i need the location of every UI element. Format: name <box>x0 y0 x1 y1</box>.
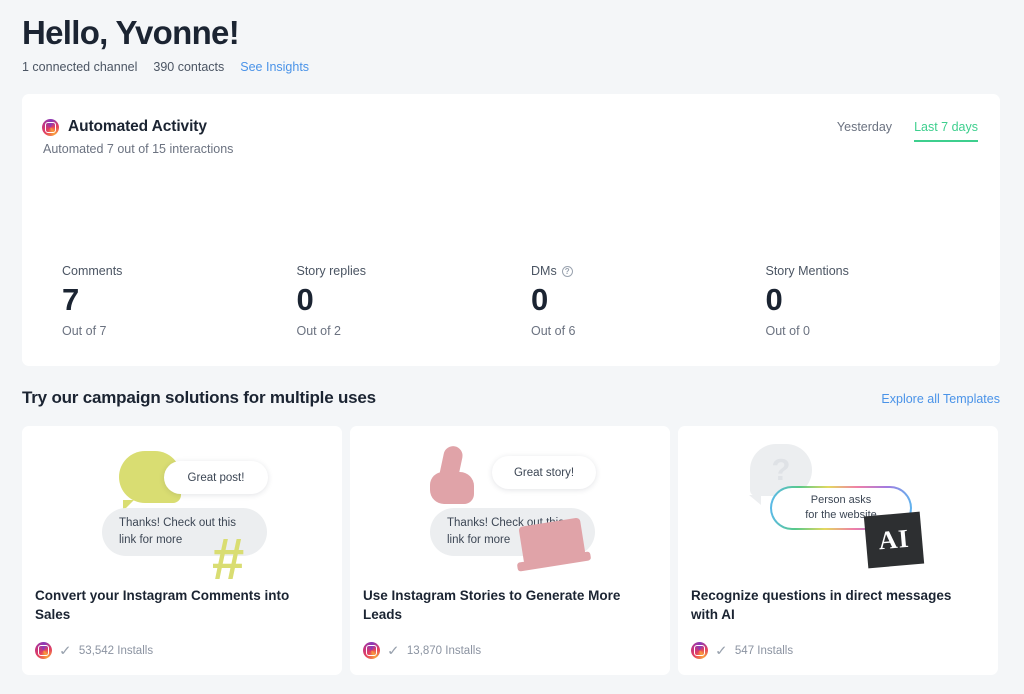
stat-label: Story replies <box>296 264 366 278</box>
help-circle-icon[interactable]: ? <box>561 265 573 277</box>
header-meta: 1 connected channel 390 contacts See Ins… <box>22 60 1024 74</box>
template-card-ai-questions[interactable]: ? Person asks for the website AI Recogni… <box>678 426 998 675</box>
stat-sublabel: Out of 6 <box>531 323 576 338</box>
check-icon: ✓ <box>385 642 401 659</box>
install-count: 53,542 Installs <box>78 644 154 657</box>
template-card-stories-leads[interactable]: Great story! Thanks! Check out this link… <box>350 426 670 675</box>
gradient-message-pill: Person asks for the website <box>770 486 912 530</box>
template-card-footer: ✓ 13,870 Installs <box>363 642 481 659</box>
range-tab-yesterday[interactable]: Yesterday <box>836 120 893 134</box>
stat-label: DMs <box>531 264 557 278</box>
incoming-message-bubble: Great story! <box>492 456 596 489</box>
date-range-tabs: Yesterday Last 7 days <box>837 118 978 142</box>
see-insights-link[interactable]: See Insights <box>240 60 310 75</box>
template-card-title: Convert your Instagram Comments into Sal… <box>35 588 290 623</box>
instagram-icon <box>35 642 52 659</box>
activity-subtitle: Automated 7 out of 15 interactions <box>43 142 234 156</box>
stat-label: Story Mentions <box>765 264 849 278</box>
check-icon: ✓ <box>713 642 729 659</box>
campaign-section-header: Try our campaign solutions for multiple … <box>22 388 1000 408</box>
stat-sublabel: Out of 7 <box>62 323 107 338</box>
stat-comments: Comments 7 Out of 7 <box>42 264 277 338</box>
campaign-section-title: Try our campaign solutions for multiple … <box>22 388 376 407</box>
activity-stats: Comments 7 Out of 7 Story replies 0 Out … <box>22 264 1000 338</box>
activity-title-block: Automated Activity Automated 7 out of 15… <box>42 118 233 156</box>
page-title: Hello, Yvonne! <box>22 14 240 51</box>
instagram-icon <box>691 642 708 659</box>
check-icon: ✓ <box>57 642 73 659</box>
automated-activity-card: Automated Activity Automated 7 out of 15… <box>22 94 1000 366</box>
template-card-title: Use Instagram Stories to Generate More L… <box>363 588 621 623</box>
stat-value: 0 <box>765 282 783 317</box>
template-card-comments-to-sales[interactable]: Great post! Thanks! Check out this link … <box>22 426 342 675</box>
template-card-list: Great post! Thanks! Check out this link … <box>22 426 1000 675</box>
activity-title: Automated Activity <box>68 118 207 135</box>
hashtag-icon: # <box>212 527 244 582</box>
pill-line-2: for the website <box>805 509 877 521</box>
template-card-footer: ✓ 53,542 Installs <box>35 642 153 659</box>
reply-message-bubble: Thanks! Check out this link for more <box>102 508 267 556</box>
instagram-icon <box>42 118 59 136</box>
stat-dms: DMs ? 0 Out of 6 <box>511 264 746 338</box>
stat-value: 7 <box>62 282 79 317</box>
install-count: 13,870 Installs <box>406 644 482 657</box>
stat-value: 0 <box>296 282 314 317</box>
template-card-footer: ✓ 547 Installs <box>691 642 793 659</box>
page-header: Hello, Yvonne! 1 connected channel 390 c… <box>0 0 1024 74</box>
card-illustration: Great story! Thanks! Check out this link… <box>350 426 670 581</box>
card-illustration: Great post! Thanks! Check out this link … <box>22 426 342 581</box>
template-card-title: Recognize questions in direct messages w… <box>691 588 952 623</box>
contacts-count: 390 contacts <box>153 60 225 75</box>
stat-story-replies: Story replies 0 Out of 2 <box>277 264 512 338</box>
card-illustration: ? Person asks for the website AI <box>678 426 998 581</box>
explore-all-templates-link[interactable]: Explore all Templates <box>881 392 1000 406</box>
instagram-icon <box>363 642 380 659</box>
stat-sublabel: Out of 2 <box>296 323 341 338</box>
range-tab-last-7-days[interactable]: Last 7 days <box>914 120 978 142</box>
stat-sublabel: Out of 0 <box>765 323 810 338</box>
stat-value: 0 <box>531 282 548 317</box>
thumbs-up-icon <box>430 444 476 504</box>
stat-story-mentions: Story Mentions 0 Out of 0 <box>746 264 981 338</box>
connected-channel-count: 1 connected channel <box>22 60 138 75</box>
activity-card-header: Automated Activity Automated 7 out of 15… <box>22 94 1000 156</box>
incoming-message-bubble: Great post! <box>164 461 268 494</box>
laptop-icon <box>516 517 592 572</box>
ai-badge-icon: AI <box>863 511 925 569</box>
install-count: 547 Installs <box>734 644 794 657</box>
pill-line-1: Person asks <box>810 493 872 506</box>
stat-label: Comments <box>62 264 123 278</box>
